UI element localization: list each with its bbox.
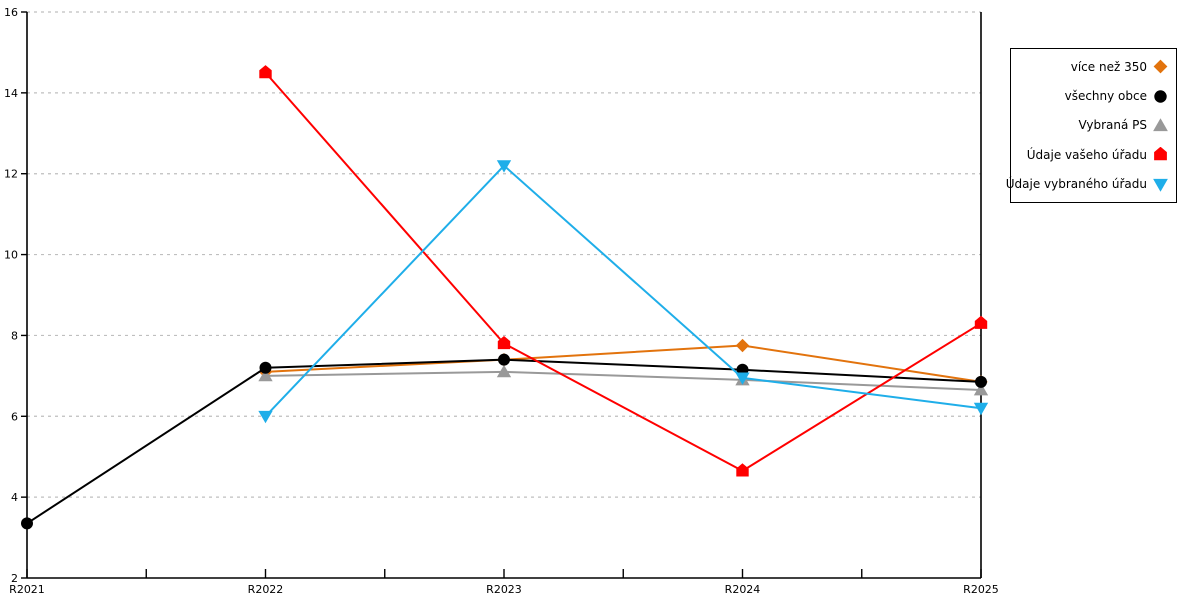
y-tick-label: 14 — [4, 87, 18, 100]
y-tick-label: 10 — [4, 249, 18, 262]
legend-item-4: Údaje vybraného úřadu — [1006, 177, 1168, 192]
y-tick-label: 2 — [11, 572, 18, 585]
x-axis-ticks: R2021 R2022 R2023 R2024 R2025 — [9, 569, 999, 596]
y-tick-label: 4 — [11, 491, 18, 504]
series-3 — [259, 65, 988, 477]
triangle-up-marker-icon — [1153, 118, 1168, 132]
legend-item-0: více než 350 — [1019, 59, 1168, 74]
y-tick-label: 8 — [11, 329, 18, 342]
x-tick-label: R2024 — [725, 583, 761, 596]
legend-label: Údaje vybraného úřadu — [1005, 177, 1147, 192]
legend-box: více než 350 všechny obce Vybraná PS Údaje … — [1006, 48, 1177, 203]
legend-label: více než 350 — [1070, 59, 1147, 74]
legend-label: všechny obce — [1064, 89, 1147, 104]
y-tick-label: 16 — [4, 6, 18, 19]
legend-item-2: Vybraná PS — [1019, 118, 1168, 133]
x-tick-label: R2022 — [248, 583, 284, 596]
legend-item-3: Údaje vašeho úřadu — [1019, 147, 1168, 162]
gridlines — [27, 11, 981, 498]
axes — [26, 12, 982, 579]
x-tick-label: R2021 — [9, 583, 45, 596]
y-tick-label: 12 — [4, 168, 18, 181]
series-1 — [21, 353, 987, 530]
series-4 — [258, 160, 989, 424]
series-2 — [258, 364, 989, 396]
legend-item-1: všechny obce — [1019, 89, 1168, 104]
y-tick-label: 6 — [11, 410, 18, 423]
pentagon-marker-icon — [1154, 147, 1167, 161]
triangle-down-marker-icon — [1153, 178, 1168, 192]
y-axis-ticks: 2 4 6 8 10 12 14 16 — [4, 6, 27, 585]
circle-marker-icon — [1154, 89, 1167, 103]
x-tick-label: R2025 — [963, 583, 999, 596]
legend-label: Údaje vašeho úřadu — [1026, 147, 1147, 162]
diamond-marker-icon — [1153, 59, 1168, 74]
legend-label: Vybraná PS — [1078, 118, 1147, 133]
x-tick-label: R2023 — [486, 583, 522, 596]
